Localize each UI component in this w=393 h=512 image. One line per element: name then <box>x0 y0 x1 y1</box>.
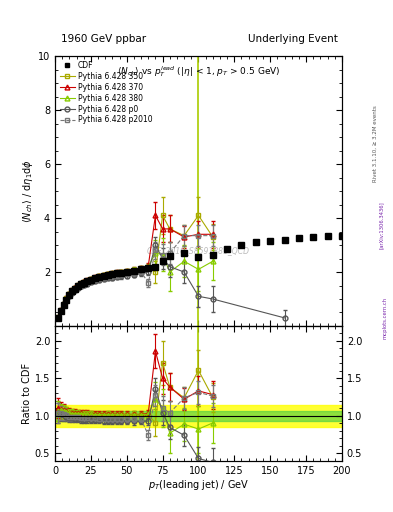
Text: mcplots.cern.ch: mcplots.cern.ch <box>383 296 387 338</box>
Y-axis label: Ratio to CDF: Ratio to CDF <box>22 363 32 424</box>
Legend: CDF, Pythia 6.428 350, Pythia 6.428 370, Pythia 6.428 380, Pythia 6.428 p0, Pyth: CDF, Pythia 6.428 350, Pythia 6.428 370,… <box>58 59 154 126</box>
Text: Rivet 3.1.10, ≥ 3.2M events: Rivet 3.1.10, ≥ 3.2M events <box>373 105 378 182</box>
Text: $\langle N_{ch}\rangle$ vs $p_T^{lead}$ ($|\eta|$ < 1, $p_T$ > 0.5 GeV): $\langle N_{ch}\rangle$ vs $p_T^{lead}$ … <box>117 65 280 79</box>
Text: CDF_2010_S8591881_QCD: CDF_2010_S8591881_QCD <box>147 246 250 255</box>
Text: 1960 GeV ppbar: 1960 GeV ppbar <box>61 33 146 44</box>
Text: Underlying Event: Underlying Event <box>248 33 338 44</box>
Text: [arXiv:1306.3436]: [arXiv:1306.3436] <box>379 201 384 249</box>
Y-axis label: $\langle N_{ch}\rangle$ / d$\eta_1$d$\phi$: $\langle N_{ch}\rangle$ / d$\eta_1$d$\ph… <box>21 159 35 223</box>
X-axis label: $p_T$(leading jet) / GeV: $p_T$(leading jet) / GeV <box>148 478 249 493</box>
